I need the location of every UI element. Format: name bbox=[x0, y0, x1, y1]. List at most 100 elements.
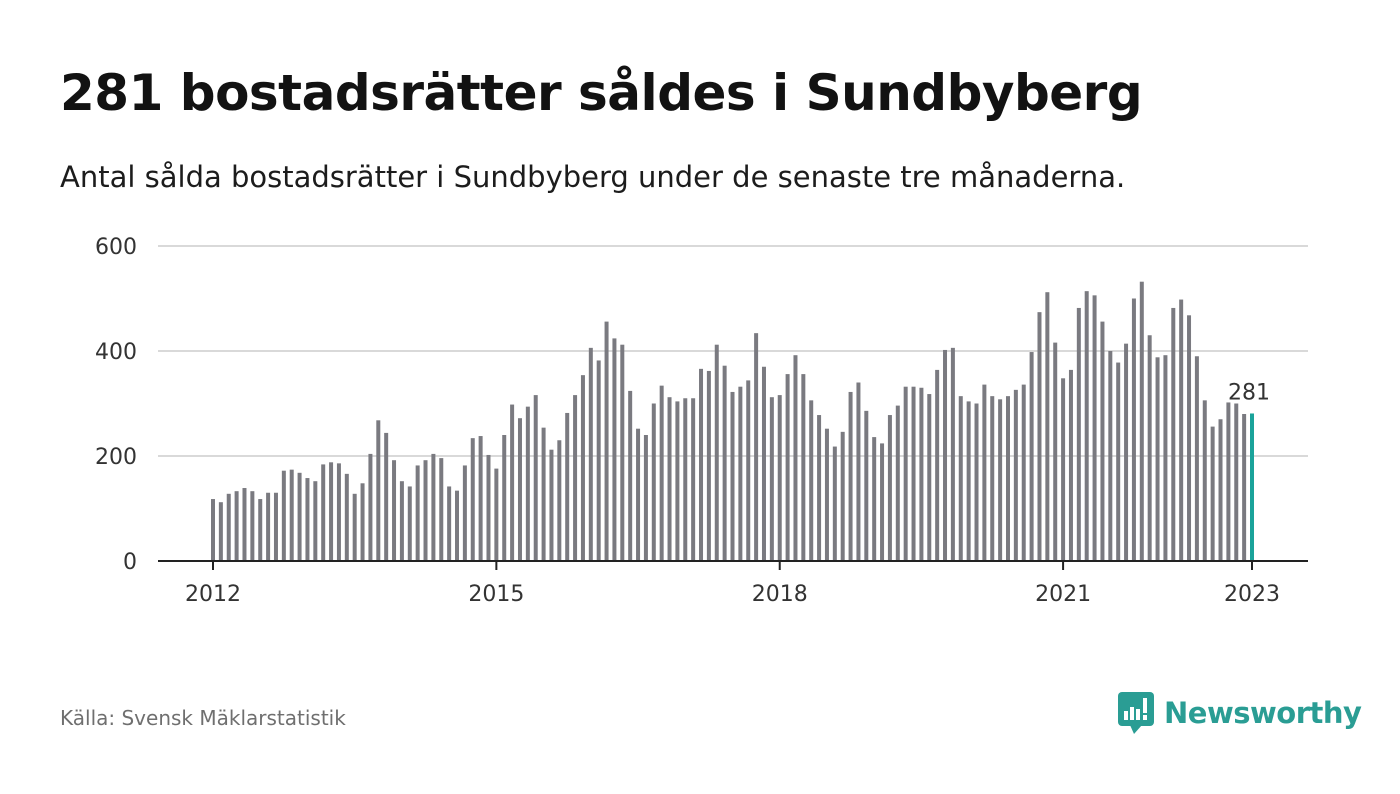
bar bbox=[754, 333, 759, 561]
bar bbox=[651, 403, 656, 561]
bar bbox=[415, 465, 420, 561]
bar bbox=[722, 365, 727, 561]
bar bbox=[1218, 419, 1223, 561]
bar bbox=[242, 488, 247, 561]
bar bbox=[486, 454, 491, 561]
bar bbox=[903, 386, 908, 561]
bar bbox=[840, 431, 845, 561]
bar bbox=[935, 369, 940, 561]
bar bbox=[1045, 292, 1050, 561]
bar bbox=[234, 491, 239, 561]
bar bbox=[226, 493, 231, 561]
bar bbox=[1147, 335, 1152, 561]
bar bbox=[1100, 321, 1105, 561]
bar bbox=[329, 462, 334, 561]
bar bbox=[1013, 389, 1018, 561]
bar bbox=[1005, 396, 1010, 561]
bar bbox=[580, 375, 585, 561]
bar bbox=[376, 420, 381, 561]
bar bbox=[683, 398, 688, 561]
bar bbox=[848, 391, 853, 561]
bar bbox=[817, 415, 822, 561]
bar bbox=[887, 415, 892, 561]
bar bbox=[1124, 343, 1129, 561]
x-tick-label: 2018 bbox=[752, 582, 808, 607]
bar bbox=[525, 406, 530, 561]
y-tick-label: 400 bbox=[95, 340, 137, 365]
source-note: Källa: Svensk Mäklarstatistik bbox=[60, 706, 346, 730]
bar bbox=[250, 491, 255, 561]
bar bbox=[691, 398, 696, 561]
bar bbox=[1131, 298, 1136, 561]
bar bbox=[667, 397, 672, 561]
bar bbox=[628, 390, 633, 561]
bar bbox=[462, 465, 467, 561]
bar bbox=[620, 344, 625, 561]
bar bbox=[281, 470, 286, 561]
chart-subtitle: Antal sålda bostadsrätter i Sundbyberg u… bbox=[60, 160, 1126, 194]
x-tick-label: 2023 bbox=[1224, 582, 1280, 607]
bar bbox=[273, 492, 278, 561]
bar bbox=[470, 438, 475, 561]
bar bbox=[675, 401, 680, 561]
bar bbox=[738, 386, 743, 561]
bar bbox=[1068, 369, 1073, 561]
bar bbox=[809, 400, 814, 561]
bar bbox=[604, 321, 609, 561]
bar bbox=[699, 368, 704, 561]
bar bbox=[872, 437, 877, 561]
bar bbox=[1037, 312, 1042, 561]
bar bbox=[1226, 402, 1231, 561]
bar bbox=[636, 428, 641, 561]
bar bbox=[517, 418, 522, 561]
bar bbox=[352, 493, 357, 561]
bar bbox=[455, 490, 460, 561]
bar bbox=[911, 386, 916, 561]
bar bbox=[439, 458, 444, 561]
bar bbox=[832, 446, 837, 561]
bar bbox=[258, 499, 263, 561]
bar bbox=[218, 502, 223, 561]
bar bbox=[494, 468, 499, 561]
bar bbox=[557, 440, 562, 561]
bar bbox=[1084, 291, 1089, 561]
bar bbox=[344, 473, 349, 561]
bar bbox=[769, 397, 774, 561]
brand-name: Newsworthy bbox=[1164, 696, 1362, 730]
bar bbox=[777, 395, 782, 561]
bar bbox=[211, 499, 215, 561]
y-tick-label: 600 bbox=[95, 235, 137, 260]
bar bbox=[761, 366, 766, 561]
bar bbox=[801, 374, 806, 561]
bar bbox=[895, 405, 900, 561]
bar bbox=[321, 464, 326, 561]
bar bbox=[746, 380, 751, 561]
bar bbox=[785, 374, 790, 561]
bar bbox=[990, 396, 995, 561]
bar bbox=[266, 492, 271, 561]
bar bbox=[360, 483, 365, 561]
bar bbox=[305, 478, 310, 561]
bar bbox=[730, 391, 735, 561]
bar bbox=[714, 344, 719, 561]
bar bbox=[478, 436, 483, 561]
x-tick-label: 2015 bbox=[468, 582, 524, 607]
bar bbox=[1234, 403, 1239, 561]
newsworthy-logo-icon bbox=[1118, 692, 1154, 734]
bar bbox=[289, 469, 294, 561]
bar bbox=[392, 460, 397, 561]
bar bbox=[958, 396, 963, 561]
bar bbox=[588, 347, 593, 561]
bar bbox=[1210, 426, 1215, 561]
bar bbox=[1171, 307, 1176, 561]
bar bbox=[1187, 315, 1192, 561]
bar bbox=[1242, 414, 1247, 561]
bar bbox=[659, 385, 664, 561]
highlight-value-label: 281 bbox=[1228, 380, 1270, 405]
bar bbox=[998, 399, 1003, 561]
bar bbox=[447, 486, 452, 561]
bar bbox=[297, 472, 302, 561]
bar bbox=[384, 432, 389, 561]
bar bbox=[824, 428, 829, 561]
bar bbox=[793, 355, 798, 561]
